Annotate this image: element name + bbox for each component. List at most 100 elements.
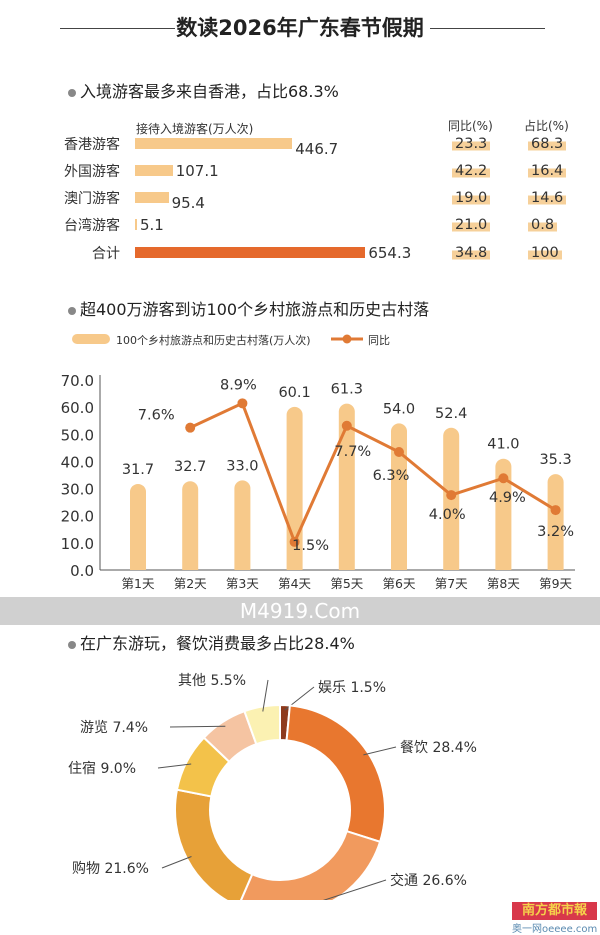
yoy-data-label: 1.5%: [292, 538, 329, 554]
row-yoy: 42.2: [452, 163, 491, 179]
legend-bar-label: 100个乡村旅游点和历史古村落(万人次): [116, 333, 311, 347]
newspaper-logo: 南方都市報: [512, 902, 597, 920]
slice-label: 游览 7.4%: [80, 720, 148, 736]
page-title: 数读2026年广东春节假期: [176, 16, 424, 40]
x-tick-label: 第3天: [226, 576, 259, 591]
section1-heading: 入境游客最多来自香港，占比68.3%: [68, 78, 339, 102]
y-tick-label: 40.0: [61, 453, 94, 471]
leader-line: [161, 856, 192, 869]
donut-slice: [239, 829, 382, 900]
row-share: 68.3: [528, 136, 567, 152]
bar: [338, 403, 355, 570]
y-tick-label: 60.0: [61, 399, 94, 417]
yoy-point: [341, 420, 352, 431]
yoy-point: [446, 490, 457, 501]
bar-data-label: 61.3: [331, 382, 363, 398]
yoy-data-label: 4.9%: [489, 490, 526, 506]
yoy-point: [394, 447, 404, 458]
leader-line: [322, 879, 387, 900]
bar: [391, 423, 407, 570]
yoy-point: [289, 536, 300, 547]
section3-heading: 在广东游玩，餐饮消费最多占比28.4%: [68, 630, 355, 654]
leader-line: [262, 679, 269, 712]
row-value: 107.1: [175, 162, 219, 180]
row-share: 14.6: [528, 190, 567, 206]
legend-line-label: 同比: [368, 334, 390, 347]
row-value: 5.1: [140, 216, 164, 234]
yoy-data-label: 7.7%: [334, 444, 371, 460]
share-column-header: 占比(%): [524, 119, 569, 133]
row-bar: [135, 165, 173, 176]
slice-label: 购物 21.6%: [72, 861, 149, 877]
yoy-point: [237, 398, 248, 409]
x-tick-label: 第1天: [122, 576, 155, 591]
y-tick-label: 70.0: [61, 372, 94, 390]
bar-data-label: 33.0: [226, 458, 258, 474]
bar-data-label: 32.7: [174, 459, 206, 475]
bar-data-label: 54.0: [383, 401, 415, 417]
donut-slice: [174, 788, 254, 900]
yoy-point: [550, 505, 561, 516]
row-bar: [135, 138, 293, 149]
row-label: 合计: [92, 246, 120, 262]
x-tick-label: 第5天: [330, 576, 363, 591]
daily-visitors-chart: 100个乡村旅游点和历史古村落(万人次) 同比 0.0 10.0 20.0 30.0 40.…: [61, 333, 575, 591]
leader-line: [363, 746, 397, 756]
slice-label: 餐饮 28.4%: [400, 740, 477, 756]
bar: [547, 474, 564, 570]
y-tick-label: 50.0: [61, 426, 94, 444]
y-tick-label: 30.0: [61, 481, 94, 499]
legend-line-marker: [342, 334, 352, 344]
row-label: 澳门游客: [64, 191, 120, 207]
row-bar: [135, 247, 366, 258]
watermark: M4919.Com: [0, 597, 600, 625]
y-tick-label: 20.0: [61, 508, 94, 526]
slice-label: 交通 26.6%: [390, 872, 467, 889]
yoy-line: [189, 401, 557, 546]
yoy-data-label: 4.0%: [429, 507, 466, 523]
row-label: 香港游客: [64, 137, 120, 153]
bar: [130, 483, 146, 570]
bar: [234, 480, 251, 570]
yoy-data-label: 8.9%: [220, 377, 257, 393]
legend-bar-swatch: [72, 334, 110, 344]
row-label: 外国游客: [64, 164, 120, 180]
row-yoy: 19.0: [452, 190, 491, 206]
row-share: 100: [528, 245, 562, 261]
x-tick-label: 第9天: [539, 576, 572, 591]
yoy-data-label: 7.6%: [138, 408, 175, 424]
donut-slice: [285, 704, 386, 844]
yoy-column-header: 同比(%): [448, 119, 493, 133]
row-value: 654.3: [368, 244, 412, 262]
x-tick-label: 第7天: [435, 576, 468, 591]
row-bar: [135, 192, 169, 203]
row-share: 16.4: [528, 163, 567, 179]
bar-data-label: 41.0: [487, 437, 519, 453]
yoy-point: [185, 422, 196, 433]
section2-heading: 超400万游客到访100个乡村旅游点和历史古村落: [68, 296, 429, 320]
row-value: 446.7: [295, 140, 339, 158]
x-tick-label: 第6天: [383, 576, 416, 591]
site-logo: 奥一网oeeee.com: [512, 924, 598, 935]
bar-column-header: 接待入境游客(万人次): [136, 122, 254, 136]
title-rule-right: [430, 28, 545, 29]
slice-label: 其他 5.5%: [178, 673, 246, 689]
bar-data-label: 31.7: [122, 462, 154, 478]
slice-label: 娱乐 1.5%: [318, 680, 386, 696]
row-share: 0.8: [528, 217, 558, 233]
bar: [495, 458, 512, 570]
bar-data-label: 52.4: [435, 406, 467, 422]
donut-slice: [243, 703, 281, 746]
bar-data-label: 60.1: [278, 385, 310, 401]
row-label: 台湾游客: [64, 218, 120, 234]
row-yoy: 34.8: [452, 245, 491, 261]
y-tick-label: 0.0: [70, 562, 94, 580]
leader-line: [169, 725, 226, 728]
row-yoy: 23.3: [452, 136, 491, 152]
x-tick-label: 第8天: [487, 576, 520, 591]
row-bar: [135, 219, 137, 230]
title-rule-left: [60, 28, 175, 29]
x-tick-label: 第2天: [174, 576, 207, 591]
row-yoy: 21.0: [452, 217, 491, 233]
y-tick-label: 10.0: [61, 535, 94, 553]
